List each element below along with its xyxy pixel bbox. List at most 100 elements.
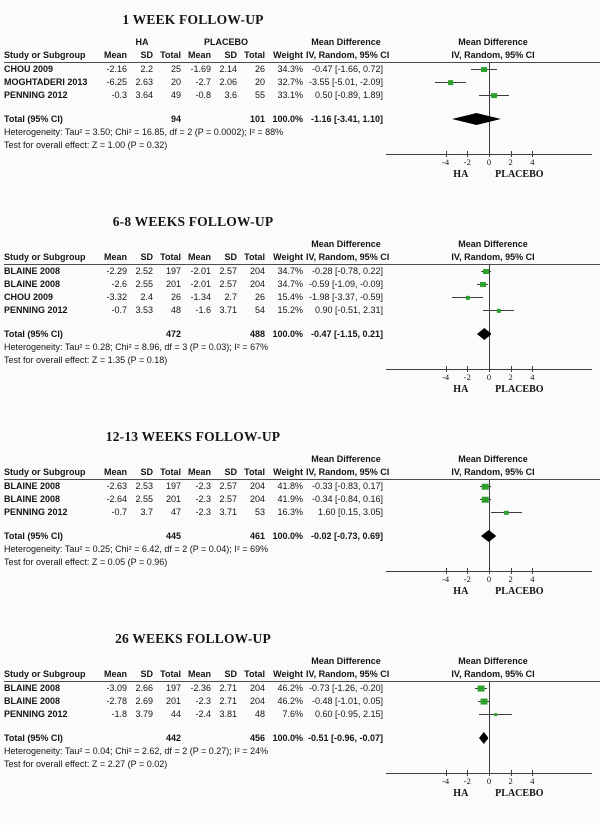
- total-blank: [100, 731, 130, 745]
- placebo-sd: 2.57: [219, 279, 237, 289]
- ha-sd: 3.64: [135, 90, 153, 100]
- study-row: CHOU 2009 -2.16 2.2 25 -1.69 2.14 26 34.3% -0.47…: [4, 63, 600, 76]
- total-label: Total (95% CI): [4, 733, 63, 743]
- column-header-ha-total: Total: [160, 252, 181, 262]
- ha-sd: 2.69: [135, 696, 153, 706]
- study-name: PENNING 2012: [4, 90, 68, 100]
- total-row: Total (95% CI) 442 456 100.0% -0.51 [-0.96, …: [4, 731, 600, 745]
- plot-md-header: Mean Difference: [458, 656, 528, 666]
- ha-total: 48: [170, 305, 181, 315]
- total-blank: [130, 731, 156, 745]
- total-weight: 100.0%: [272, 531, 303, 541]
- total-ha-total: 442: [165, 733, 181, 743]
- placebo-sd: 3.71: [219, 507, 237, 517]
- study-row: PENNING 2012 -0.7 3.7 47 -2.3 3.71 53 16.3% 1.60…: [4, 506, 600, 519]
- effect-square: [482, 268, 489, 275]
- weight: 7.6%: [282, 709, 303, 719]
- group-header-placebo: [184, 453, 268, 466]
- axis-tick-label: -2: [463, 776, 471, 786]
- table-header: Mean Difference Mean Difference Study or S…: [4, 453, 600, 480]
- axis-tick-label: 4: [530, 372, 535, 382]
- summary-diamond: [452, 113, 501, 125]
- column-header-placebo-sd: SD: [224, 467, 237, 477]
- axis-tick-label: 4: [530, 157, 535, 167]
- md-ci-text: -1.98 [-3.37, -0.59]: [308, 292, 383, 302]
- placebo-total: 48: [254, 709, 265, 719]
- effect-square: [447, 79, 454, 86]
- weight: 34.3%: [277, 64, 303, 74]
- table-header: Mean Difference Mean Difference Study or S…: [4, 238, 600, 265]
- md-ci-text: -0.47 [-1.66, 0.72]: [311, 64, 383, 74]
- axis-tick-label: 0: [486, 372, 492, 382]
- placebo-mean: -2.01: [190, 266, 211, 276]
- ha-mean: -2.63: [106, 481, 127, 491]
- weight: 33.1%: [277, 90, 303, 100]
- axis-tick: [532, 568, 534, 574]
- effect-square: [477, 685, 485, 692]
- total-blank: [214, 529, 240, 543]
- axis-tick: [467, 568, 469, 574]
- study-name: MOGHTADERI 2013: [4, 77, 88, 87]
- placebo-total: 204: [249, 279, 265, 289]
- axis-tick: [467, 366, 469, 372]
- forest-plot: -4 -2 0 2 4 HA PLACEBO: [386, 2, 592, 194]
- axis-tick-label: -4: [442, 574, 450, 584]
- placebo-total: 204: [249, 481, 265, 491]
- axis-tick: [532, 770, 534, 776]
- header-blank: [268, 453, 306, 466]
- placebo-sd: 3.6: [224, 90, 237, 100]
- placebo-total: 54: [254, 305, 265, 315]
- plot-md-header: Mean Difference: [458, 454, 528, 464]
- effect-square: [491, 92, 498, 99]
- column-header-placebo-sd: SD: [224, 50, 237, 60]
- total-row: Total (95% CI) 94 101 100.0% -1.16 [-3.41, 1…: [4, 112, 600, 126]
- placebo-sd: 2.57: [219, 481, 237, 491]
- axis-tick: [510, 366, 512, 372]
- placebo-sd: 2.7: [224, 292, 237, 302]
- total-blank: [214, 327, 240, 341]
- md-ci-text: -0.34 [-0.84, 0.16]: [311, 494, 383, 504]
- forest-plot: -4 -2 0 2 4 HA PLACEBO: [386, 419, 592, 611]
- study-name: CHOU 2009: [4, 64, 54, 74]
- column-header-weight: Weight: [273, 252, 303, 262]
- column-header-ha-mean: Mean: [103, 467, 127, 477]
- follow-up-panel: 1 WEEK FOLLOW-UP HA PLACEBO Mean Difference…: [0, 2, 600, 194]
- md-column-header: Mean Difference: [311, 37, 381, 47]
- total-weight: 100.0%: [272, 329, 303, 339]
- study-name: BLAINE 2008: [4, 266, 61, 276]
- plot-iv-header: IV, Random, 95% CI: [451, 467, 535, 477]
- ha-mean: -3.32: [106, 292, 127, 302]
- axis-tick-label: 0: [486, 574, 492, 584]
- ha-mean: -2.6: [111, 279, 127, 289]
- axis-tick: [445, 568, 447, 574]
- column-header-study: Study or Subgroup: [4, 669, 86, 679]
- column-header-study: Study or Subgroup: [4, 467, 86, 477]
- effect-square: [480, 698, 488, 705]
- total-weight: 100.0%: [272, 733, 303, 743]
- weight: 46.2%: [277, 696, 303, 706]
- plot-iv-header: IV, Random, 95% CI: [451, 252, 535, 262]
- weight: 32.7%: [277, 77, 303, 87]
- placebo-mean: -2.4: [195, 709, 211, 719]
- effect-square: [504, 510, 509, 515]
- total-blank: [130, 529, 156, 543]
- study-name: BLAINE 2008: [4, 279, 61, 289]
- axis-tick-label: -2: [463, 574, 471, 584]
- axis-tick: [445, 366, 447, 372]
- table-header: HA PLACEBO Mean Difference Mean Difference S…: [4, 36, 600, 63]
- study-row: PENNING 2012 -0.7 3.53 48 -1.6 3.71 54 15.2% 0.9…: [4, 304, 600, 317]
- header-blank: [4, 453, 100, 466]
- md-ci-text: -0.28 [-0.78, 0.22]: [311, 266, 383, 276]
- md-ci-text: -0.48 [-1.01, 0.05]: [311, 696, 383, 706]
- heterogeneity-text: Heterogeneity: Tau² = 3.50; Chi² = 16.85…: [4, 127, 284, 137]
- total-blank: [184, 327, 214, 341]
- weight: 16.3%: [277, 507, 303, 517]
- md-ci-text: 0.90 [-0.51, 2.31]: [314, 305, 383, 315]
- column-header-weight: Weight: [273, 467, 303, 477]
- header-blank: [268, 238, 306, 251]
- ha-mean: -1.8: [111, 709, 127, 719]
- ha-mean: -0.7: [111, 305, 127, 315]
- axis-tick: [510, 770, 512, 776]
- study-row: BLAINE 2008 -2.78 2.69 201 -2.3 2.71 204 46.2% -…: [4, 695, 600, 708]
